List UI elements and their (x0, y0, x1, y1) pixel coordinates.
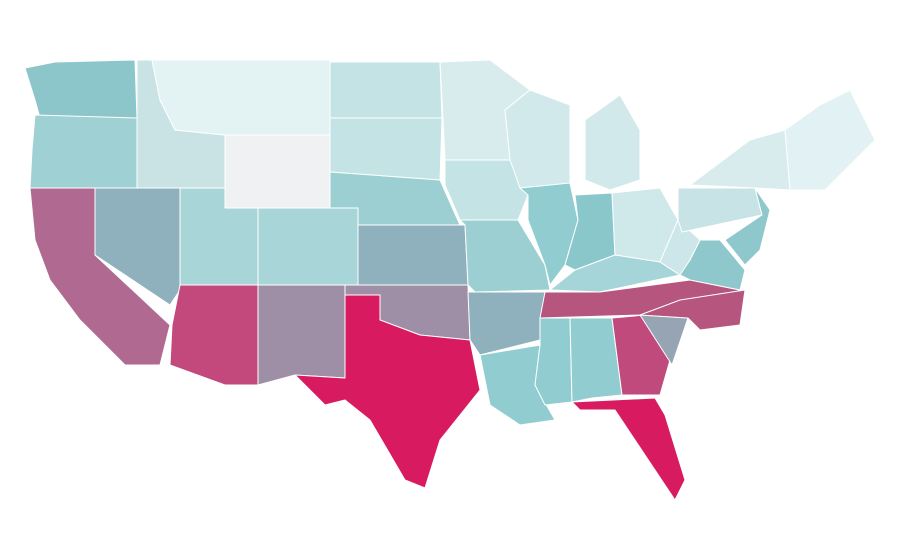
region (571, 397, 686, 501)
region (677, 187, 763, 233)
region (329, 117, 443, 181)
region (724, 187, 771, 266)
region (519, 182, 579, 286)
region (784, 89, 876, 191)
region (467, 291, 546, 356)
region (169, 284, 259, 386)
regions (24, 59, 876, 501)
region (584, 94, 641, 191)
region (504, 89, 571, 189)
region (639, 289, 746, 331)
region (151, 59, 331, 136)
region (569, 317, 623, 403)
region (257, 207, 359, 286)
region (357, 224, 469, 286)
region (294, 294, 481, 489)
region (659, 219, 701, 276)
region (689, 129, 791, 191)
region (329, 61, 443, 119)
region (257, 284, 346, 386)
region (224, 134, 331, 209)
region (459, 219, 551, 293)
region (29, 114, 138, 189)
region (534, 317, 573, 406)
region (24, 59, 138, 119)
